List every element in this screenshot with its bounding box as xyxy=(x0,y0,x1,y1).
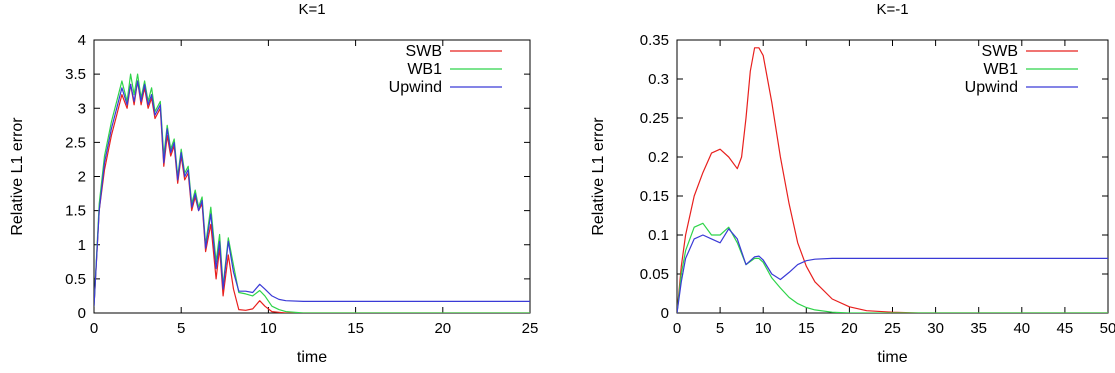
chart-title: K=-1 xyxy=(876,1,908,18)
y-tick-label: 3 xyxy=(78,100,86,117)
series-line-wb1 xyxy=(677,222,1108,313)
y-tick-label: 0.35 xyxy=(640,32,669,49)
x-tick-label: 40 xyxy=(1013,320,1030,337)
chart-panel: K=1 0 5 10 15 20 25 0 0.5 1 1.5 2 2.5 3 3.5 4 time Relati… xyxy=(9,1,538,366)
y-tick-label: 2.5 xyxy=(65,134,86,151)
x-tick-label: 45 xyxy=(1057,320,1074,337)
legend-label: WB1 xyxy=(407,61,442,78)
x-tick-label: 15 xyxy=(347,320,364,337)
y-tick-label: 0.1 xyxy=(648,227,669,244)
y-tick-label: 0.2 xyxy=(648,149,669,166)
legend-label: Upwind xyxy=(965,79,1018,96)
x-tick-label: 30 xyxy=(927,320,944,337)
y-tick-label: 1.5 xyxy=(65,203,86,220)
x-tick-label: 10 xyxy=(260,320,277,337)
plot-frame xyxy=(676,39,1109,314)
legend-label: Upwind xyxy=(389,79,442,96)
x-tick-label: 25 xyxy=(884,320,901,337)
y-tick-label: 0.05 xyxy=(640,266,669,283)
chart-panel: K=-1 0 5 10 15 20 25 30 35 40 45 50 0 0.05 0.1 0.15 0.2 0… xyxy=(590,1,1115,366)
y-tick-label: 3.5 xyxy=(65,66,86,83)
chart-title: K=1 xyxy=(298,1,325,18)
plot-frame xyxy=(93,39,531,314)
x-axis-label: time xyxy=(297,349,327,366)
series-line-upwind xyxy=(677,228,1108,313)
x-tick-label: 10 xyxy=(755,320,772,337)
y-tick-label: 0 xyxy=(661,305,669,322)
x-axis-label: time xyxy=(877,349,907,366)
legend-label: SWB xyxy=(406,43,442,60)
series-line-upwind xyxy=(94,80,530,307)
x-tick-label: 20 xyxy=(434,320,451,337)
y-tick-label: 0.5 xyxy=(65,271,86,288)
legend-label: WB1 xyxy=(983,61,1018,78)
y-tick-label: 1 xyxy=(78,237,86,254)
y-tick-label: 0.25 xyxy=(640,110,669,127)
x-tick-label: 50 xyxy=(1100,320,1115,337)
x-tick-label: 5 xyxy=(177,320,185,337)
x-tick-label: 20 xyxy=(841,320,858,337)
x-tick-label: 0 xyxy=(90,320,98,337)
series-line-swb xyxy=(94,80,530,313)
y-tick-label: 4 xyxy=(78,32,86,49)
y-tick-label: 2 xyxy=(78,169,86,186)
x-tick-label: 15 xyxy=(798,320,815,337)
series-line-swb xyxy=(677,47,1108,313)
x-tick-label: 25 xyxy=(522,320,539,337)
x-tick-label: 0 xyxy=(673,320,681,337)
y-axis-label: Relative L1 error xyxy=(9,117,26,236)
legend-label: SWB xyxy=(982,43,1018,60)
y-tick-label: 0 xyxy=(78,305,86,322)
x-tick-label: 5 xyxy=(716,320,724,337)
x-tick-label: 35 xyxy=(970,320,987,337)
y-axis-label: Relative L1 error xyxy=(590,117,607,236)
y-tick-label: 0.15 xyxy=(640,188,669,205)
y-tick-label: 0.3 xyxy=(648,71,669,88)
